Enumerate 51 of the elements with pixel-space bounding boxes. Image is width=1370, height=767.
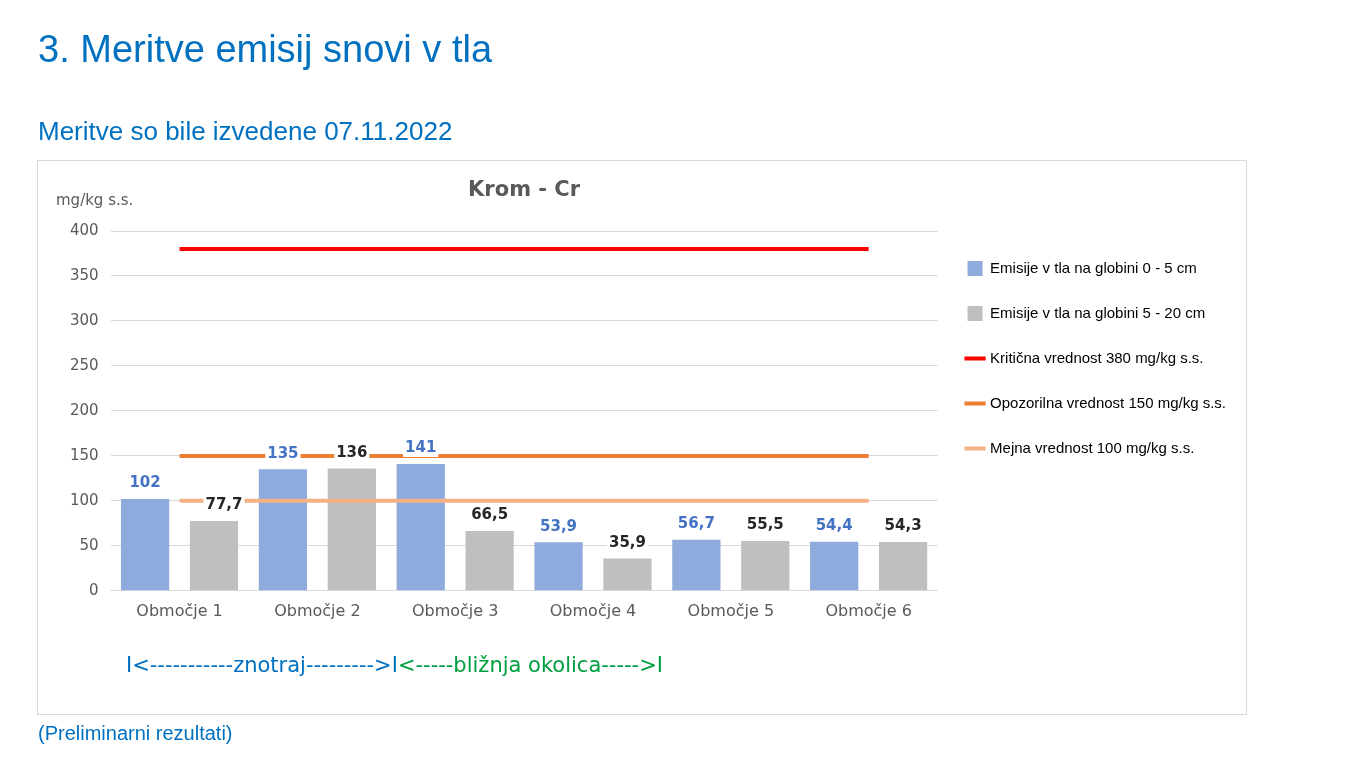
y-tick-label: 50 <box>79 535 99 554</box>
data-label: 66,5 <box>471 505 509 524</box>
y-tick-label: 200 <box>69 400 99 419</box>
data-label: 35,9 <box>608 532 646 551</box>
data-label: 136 <box>336 442 368 461</box>
data-label: 54,3 <box>884 516 922 535</box>
y-tick-label: 100 <box>69 490 99 509</box>
data-label: 102 <box>129 473 161 492</box>
data-label: 54,4 <box>815 516 853 535</box>
y-tick-label: 250 <box>69 355 99 374</box>
x-tick-label: Območje 5 <box>687 600 775 620</box>
bar <box>878 541 928 591</box>
text: <-----bližnja okolica----->I <box>397 653 663 678</box>
text: (Preliminarni rezultati) <box>38 722 233 745</box>
chart-title: 3. Meritve emisij snovi v tla <box>38 28 493 71</box>
x-tick-label: Območje 4 <box>549 600 637 620</box>
legend-label: Mejna vrednost 100 mg/kg s.s. <box>990 438 1195 456</box>
data-label: 77,7 <box>205 495 243 514</box>
bar <box>189 520 239 591</box>
text: Krom - Cr <box>468 176 581 201</box>
x-tick-label: Območje 1 <box>136 600 223 620</box>
legend-label: Opozorilna vrednost 150 mg/kg s.s. <box>990 393 1226 411</box>
x-tick-label: Območje 2 <box>274 600 361 620</box>
x-tick-label: Območje 3 <box>411 600 499 620</box>
bar <box>534 542 583 591</box>
y-tick-label: 0 <box>89 580 99 599</box>
data-label: 141 <box>405 438 437 457</box>
bar <box>396 463 445 591</box>
y-tick-label: 400 <box>69 220 99 239</box>
x-tick-label: Območje 6 <box>825 600 912 620</box>
legend-label: Emisije v tla na globini 5 - 20 cm <box>990 303 1206 321</box>
chart-subtitle: Meritve so bile izvedene 07.11.2022 <box>38 116 453 147</box>
bar <box>120 499 170 591</box>
y-tick-label: 300 <box>69 310 99 329</box>
data-label: 56,7 <box>677 514 715 533</box>
data-label: 53,9 <box>540 516 578 535</box>
legend-label: Emisije v tla na globini 0 - 5 cm <box>990 258 1197 276</box>
bar <box>741 540 790 591</box>
y-tick-label: 150 <box>69 445 99 464</box>
bar <box>672 539 721 591</box>
bar <box>258 469 308 591</box>
text: I<-----------znotraj--------->I <box>126 653 398 678</box>
data-label: 135 <box>267 443 299 462</box>
y-tick-label: 350 <box>69 265 99 284</box>
legend-label: Kritična vrednost 380 mg/kg s.s. <box>990 348 1204 366</box>
bar <box>327 468 376 591</box>
bar <box>603 558 652 591</box>
bar <box>465 530 514 591</box>
data-label: 55,5 <box>746 515 784 534</box>
y-axis-title: mg/kg s.s. <box>56 191 134 210</box>
bar <box>810 541 859 591</box>
